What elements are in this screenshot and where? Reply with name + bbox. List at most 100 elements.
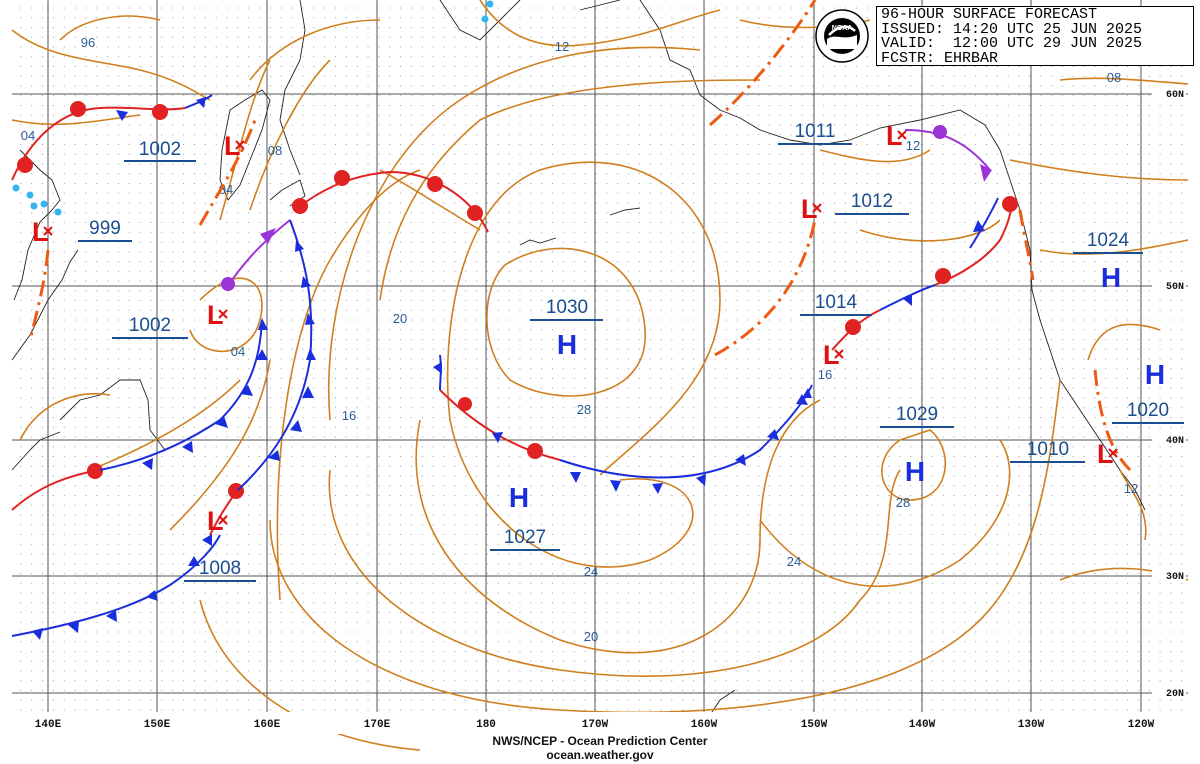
- pressure-value: 1014: [815, 292, 858, 313]
- high-center: H: [509, 482, 529, 513]
- high-center: H: [905, 456, 925, 487]
- svg-text:L: L: [1097, 439, 1114, 469]
- issued-time: ISSUED: 14:20 UTC 25 JUN 2025: [881, 20, 1143, 38]
- low-center: L: [207, 300, 228, 330]
- isobar-label: 08: [268, 143, 282, 158]
- low-center: L: [823, 340, 844, 370]
- isobar-label: 20: [393, 311, 407, 326]
- isobar-label: 16: [818, 367, 832, 382]
- pressure-value: 999: [89, 218, 121, 239]
- isobar-label: 16: [342, 408, 356, 423]
- lon-label: 140W: [909, 719, 936, 731]
- cold-front-barbs: [32, 97, 985, 640]
- isobar-label: 28: [577, 402, 591, 417]
- forecast-header: 96-HOUR SURFACE FORECAST ISSUED: 14:20 UT…: [876, 6, 1194, 66]
- cold-front: [439, 354, 442, 391]
- lat-lon-grid: [12, 0, 1188, 712]
- lat-label: 60N: [1166, 90, 1184, 101]
- low-center: L: [801, 194, 822, 224]
- pressure-value: 1002: [139, 139, 181, 160]
- trough-line: [198, 119, 257, 226]
- isobar-label: 24: [787, 554, 801, 569]
- pressure-value: 1011: [795, 121, 836, 142]
- isobar-label: 96: [81, 35, 95, 50]
- lon-label: 170E: [364, 719, 391, 731]
- latitude-labels: 60N 50N 40N 30N 20N: [1152, 86, 1186, 700]
- high-center: H: [1101, 262, 1121, 293]
- lon-label: 170W: [582, 719, 609, 731]
- credit-line-2: ocean.weather.gov: [546, 748, 654, 762]
- svg-text:L: L: [224, 131, 241, 161]
- occluded-front: [904, 129, 991, 171]
- trough-line: [709, 0, 817, 127]
- low-center: L: [224, 131, 245, 161]
- pressure-value: 1012: [851, 191, 893, 212]
- lon-label: 180: [476, 719, 496, 731]
- svg-text:L: L: [32, 217, 49, 247]
- isobars: [11, 0, 1189, 751]
- svg-text:L: L: [207, 506, 224, 536]
- trough-line: [28, 249, 50, 341]
- occluded-front-symbols: [221, 125, 992, 291]
- valid-time: VALID: 12:00 UTC 29 JUN 2025: [881, 35, 1143, 52]
- forecaster: FCSTR: EHRBAR: [881, 49, 999, 67]
- pressure-value: 1008: [199, 558, 241, 579]
- warm-front: [294, 170, 489, 233]
- noaa-logo-icon: NOAA: [815, 9, 869, 63]
- pressure-value: 1029: [896, 404, 938, 425]
- lon-label: 160W: [691, 719, 718, 731]
- svg-text:L: L: [801, 194, 818, 224]
- pressure-value: 1020: [1127, 400, 1169, 421]
- lat-label: 20N: [1166, 689, 1184, 700]
- lat-label: 50N: [1166, 282, 1184, 293]
- lat-label: 30N: [1166, 572, 1184, 583]
- pressure-underlines: [78, 143, 1184, 582]
- low-center: L: [886, 121, 907, 151]
- isobar-label: 20: [584, 629, 598, 644]
- isobar-label: 04: [231, 344, 245, 359]
- low-center: L: [1097, 439, 1118, 469]
- trough-line: [1018, 209, 1035, 281]
- ice-edge: [12, 0, 494, 216]
- credit-line-1: NWS/NCEP - Ocean Prediction Center: [492, 734, 708, 748]
- lon-label: 140E: [35, 719, 62, 731]
- lon-label: 150W: [801, 719, 828, 731]
- low-center: L: [207, 506, 228, 536]
- pressure-value: 1027: [504, 527, 546, 548]
- svg-text:L: L: [886, 121, 903, 151]
- low-centers: L L L L L L L L: [32, 121, 1118, 536]
- cold-front: [11, 534, 221, 637]
- lon-label: 160E: [254, 719, 281, 731]
- central-pressures: 1030 1027 1029 1024 1020 1002 999 1002 1…: [89, 121, 1169, 579]
- isobar-label: 28: [896, 495, 910, 510]
- pressure-value: 1010: [1027, 439, 1069, 460]
- troughs: [28, 0, 1132, 472]
- lon-label: 120W: [1128, 719, 1155, 731]
- pressure-value: 1024: [1087, 230, 1130, 251]
- isobar-label: 08: [1107, 70, 1121, 85]
- lon-label: 150E: [144, 719, 171, 731]
- isobar-label: 12: [906, 138, 920, 153]
- pressure-value: 1030: [546, 297, 588, 318]
- high-center: H: [1145, 359, 1165, 390]
- lat-label: 40N: [1166, 436, 1184, 447]
- svg-text:L: L: [207, 300, 224, 330]
- isobar-label: 12: [555, 39, 569, 54]
- pressure-value: 1002: [129, 315, 171, 336]
- cold-front: [969, 197, 999, 249]
- isobar-label: 24: [584, 564, 598, 579]
- noaa-logo-text: NOAA: [832, 25, 853, 32]
- forecast-title: 96-HOUR SURFACE FORECAST: [881, 6, 1098, 23]
- high-centers: H H H H H: [509, 262, 1165, 513]
- low-center: L: [32, 217, 53, 247]
- trough-line: [1093, 369, 1132, 472]
- longitude-labels: 140E 150E 160E 170E 180 170W 160W 150W 1…: [35, 719, 1155, 731]
- high-center: H: [557, 329, 577, 360]
- lon-label: 130W: [1018, 719, 1045, 731]
- isobar-label: 12: [1124, 481, 1138, 496]
- stipple-background: [12, 0, 1188, 712]
- svg-text:L: L: [823, 340, 840, 370]
- isobar-label: 04: [21, 128, 35, 143]
